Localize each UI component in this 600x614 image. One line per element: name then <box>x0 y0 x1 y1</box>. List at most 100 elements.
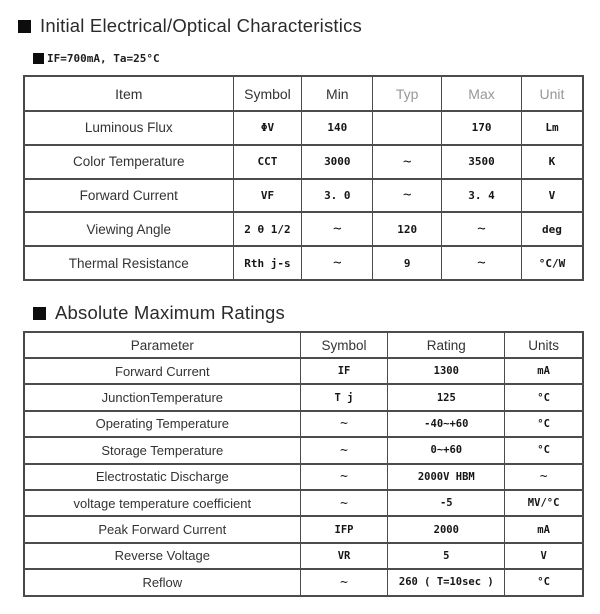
table-row: Reverse Voltage VR 5 V <box>23 541 584 571</box>
row-label-cell: Reflow <box>23 568 301 597</box>
row-label-cell: Peak Forward Current <box>23 515 301 544</box>
value-cell: ~ <box>372 143 443 180</box>
value-cell: IFP <box>299 515 389 544</box>
value-cell: °C/W <box>520 245 584 281</box>
row-label-cell: Luminous Flux <box>23 110 234 146</box>
value-cell: 3. 4 <box>441 177 522 214</box>
value-cell: °C <box>504 409 584 439</box>
table-header-row: Parameter Symbol Rating Units <box>23 331 584 359</box>
column-header-typ: Typ <box>372 75 443 112</box>
value-cell: deg <box>520 211 584 248</box>
value-cell: ~ <box>301 211 374 248</box>
value-cell: T j <box>299 383 389 412</box>
value-cell: 3. 0 <box>301 177 374 214</box>
section-title-text: Absolute Maximum Ratings <box>55 302 285 323</box>
value-cell: ~ <box>299 409 389 439</box>
table-row: Luminous Flux ΦV 140 170 Lm <box>23 110 584 146</box>
column-header-symbol: Symbol <box>232 75 303 112</box>
table-row: JunctionTemperature T j 125 °C <box>23 383 584 412</box>
row-label-cell: JunctionTemperature <box>23 383 301 412</box>
column-header-rating: Rating <box>387 331 506 359</box>
value-cell: 5 <box>387 541 506 571</box>
column-header-symbol: Symbol <box>299 331 389 359</box>
column-header-item: Item <box>23 75 234 112</box>
row-label-cell: Viewing Angle <box>23 211 234 248</box>
value-cell: mA <box>504 515 584 544</box>
column-header-units: Units <box>504 331 584 359</box>
test-condition-text: IF=700mA, Ta=25°C <box>47 52 160 65</box>
row-label-cell: voltage temperature coefficient <box>23 488 301 518</box>
value-cell: ~ <box>441 245 522 281</box>
value-cell: V <box>504 541 584 571</box>
value-cell: °C <box>504 436 584 465</box>
condition-bullet-icon <box>33 53 44 64</box>
value-cell: 0~+60 <box>387 436 506 465</box>
value-cell: ~ <box>441 211 522 248</box>
table-row: Electrostatic Discharge ~2000V HBM ~ <box>23 462 584 491</box>
value-cell: VR <box>299 541 389 571</box>
value-cell: 2000 <box>387 515 506 544</box>
value-cell: ~ <box>299 462 389 491</box>
row-label-cell: Forward Current <box>23 177 234 214</box>
table-row: Reflow ~260 ( T=10sec ) °C <box>23 568 584 597</box>
value-cell: ~ <box>301 245 374 281</box>
column-header-min: Min <box>301 75 374 112</box>
value-cell: ~ <box>372 177 443 214</box>
electrical-characteristics-table: Item Symbol Min Typ Max Unit Luminous Flux ΦV 14… <box>23 75 584 281</box>
table-header-row: Item Symbol Min Typ Max Unit <box>23 75 584 112</box>
test-condition: IF=700mA, Ta=25°C <box>33 52 160 65</box>
value-cell: 170 <box>441 110 522 146</box>
value-cell: 3500 <box>441 143 522 180</box>
row-label-cell: Operating Temperature <box>23 409 301 439</box>
section-bullet-icon <box>18 19 31 33</box>
value-cell: 120 <box>372 211 443 248</box>
section-title-text: Initial Electrical/Optical Characteristi… <box>40 15 362 36</box>
value-cell: VF <box>232 177 303 214</box>
column-header-unit: Unit <box>520 75 584 112</box>
column-header-parameter: Parameter <box>23 331 301 359</box>
row-label-cell: Storage Temperature <box>23 436 301 465</box>
row-label-cell: Color Temperature <box>23 143 234 180</box>
value-cell: 2 θ 1/2 <box>232 211 303 248</box>
value-cell <box>372 110 443 146</box>
value-cell: CCT <box>232 143 303 180</box>
value-cell: -40~+60 <box>387 409 506 439</box>
value-cell: V <box>520 177 584 214</box>
value-cell: °C <box>504 383 584 412</box>
table-row: Viewing Angle 2 θ 1/2 ~120 ~ deg <box>23 211 584 248</box>
value-cell: IF <box>299 356 389 386</box>
section-title-electrical: Initial Electrical/Optical Characteristi… <box>18 15 362 37</box>
value-cell: Rth j-s <box>232 245 303 281</box>
value-cell: °C <box>504 568 584 597</box>
value-cell: ~ <box>504 462 584 491</box>
value-cell: MV/°C <box>504 488 584 518</box>
row-label-cell: Reverse Voltage <box>23 541 301 571</box>
table-row: Operating Temperature ~ -40~+60 °C <box>23 409 584 439</box>
table-row: voltage temperature coefficient ~ -5 MV/°C <box>23 488 584 518</box>
section-bullet-icon <box>33 306 46 320</box>
value-cell: 140 <box>301 110 374 146</box>
value-cell: mA <box>504 356 584 386</box>
value-cell: -5 <box>387 488 506 518</box>
value-cell: ~ <box>299 488 389 518</box>
table-row: Storage Temperature ~0~+60 °C <box>23 436 584 465</box>
value-cell: 1300 <box>387 356 506 386</box>
table-row: Thermal Resistance Rth j-s ~9 ~ °C/W <box>23 245 584 281</box>
table-row: Peak Forward Current IFP 2000 mA <box>23 515 584 544</box>
row-label-cell: Thermal Resistance <box>23 245 234 281</box>
value-cell: 9 <box>372 245 443 281</box>
value-cell: 2000V HBM <box>387 462 506 491</box>
table-row: Color Temperature CCT 3000 ~3500 K <box>23 143 584 180</box>
section-title-absolute-max: Absolute Maximum Ratings <box>33 302 285 324</box>
row-label-cell: Electrostatic Discharge <box>23 462 301 491</box>
row-label-cell: Forward Current <box>23 356 301 386</box>
column-header-max: Max <box>441 75 522 112</box>
value-cell: 260 ( T=10sec ) <box>387 568 506 597</box>
value-cell: ~ <box>299 568 389 597</box>
value-cell: 125 <box>387 383 506 412</box>
absolute-maximum-ratings-table: Parameter Symbol Rating Units Forward Curren… <box>23 331 584 597</box>
value-cell: ΦV <box>232 110 303 146</box>
value-cell: 3000 <box>301 143 374 180</box>
